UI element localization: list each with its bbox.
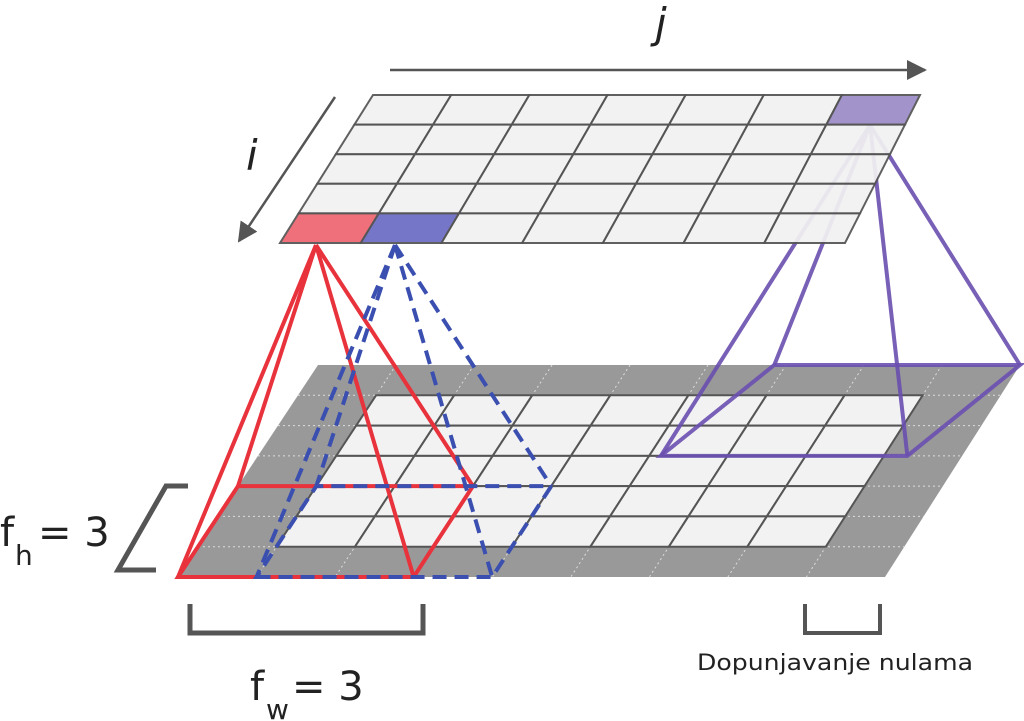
i-label: i <box>246 131 258 180</box>
fh-label: f <box>0 510 15 556</box>
red-pyramid-edge <box>314 244 416 578</box>
fh-bracket <box>113 483 188 573</box>
blue-pyramid-edge <box>393 243 553 488</box>
j-label: j <box>650 0 667 48</box>
layers <box>174 94 1024 579</box>
red-pyramid-edge <box>314 243 475 488</box>
red-pyramid-edge <box>176 244 318 578</box>
output-cell <box>697 182 797 215</box>
blue-pyramid-edge <box>314 244 397 487</box>
red-pyramid-edge <box>236 244 318 487</box>
padding-bracket <box>803 604 882 635</box>
blue-pyramid-edge <box>393 244 495 578</box>
i-arrow <box>237 96 337 243</box>
output-cell <box>762 212 862 244</box>
input-cell <box>745 515 848 548</box>
output-cell <box>793 153 892 185</box>
output-cell <box>778 182 877 215</box>
output-cell <box>681 212 782 244</box>
fw-subscript: w <box>266 693 289 721</box>
padding-label: Dopunjavanje nulama <box>697 651 973 676</box>
blue-pyramid-base <box>252 484 555 579</box>
fh-value: = 3 <box>38 510 110 556</box>
fh-subscript: h <box>15 539 33 572</box>
fw-bracket <box>187 604 426 636</box>
purple-pyramid-edge <box>868 123 1022 367</box>
fw-value: = 3 <box>292 664 364 710</box>
blue-pyramid-edge <box>254 244 397 578</box>
output-cell <box>824 94 922 126</box>
output-cell <box>809 123 907 156</box>
fw-label: f <box>250 664 265 710</box>
